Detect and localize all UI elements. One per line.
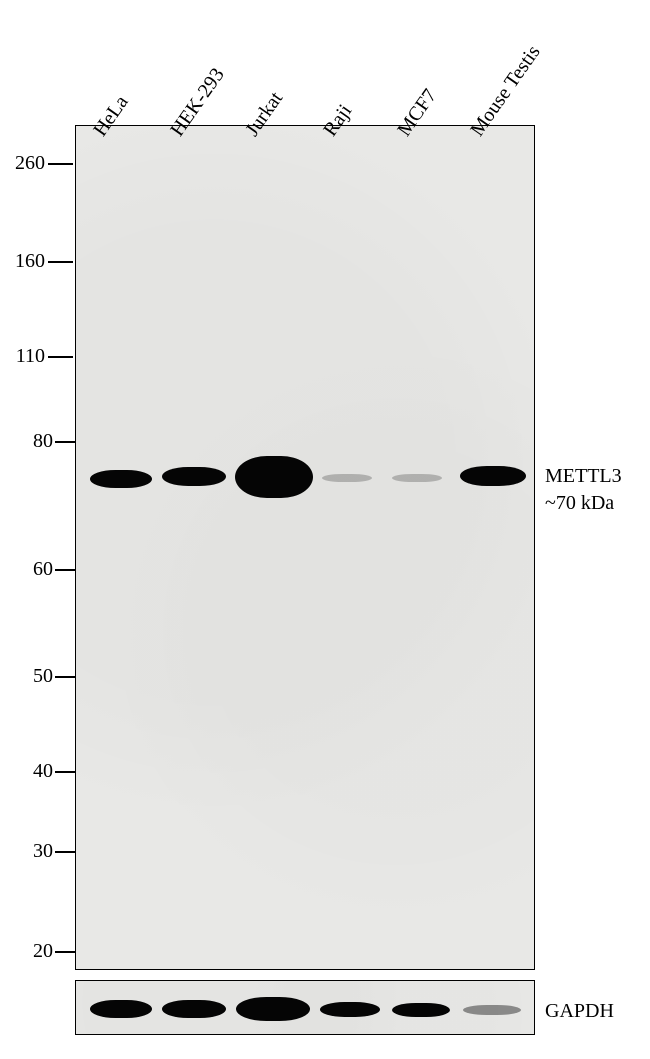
band-gapdh	[90, 1000, 152, 1018]
mw-tick	[55, 951, 75, 953]
mw-tick	[55, 676, 75, 678]
band-mettl3	[235, 456, 313, 498]
band-gapdh	[162, 1000, 226, 1018]
mw-label: 30	[18, 840, 53, 863]
band-gapdh	[236, 997, 310, 1021]
mw-label: 40	[18, 760, 53, 783]
mw-tick	[48, 163, 73, 165]
target-mw-label: ~70 kDa	[545, 492, 614, 515]
band-mettl3	[392, 474, 442, 482]
target-protein-label: METTL3	[545, 465, 622, 488]
mw-label: 20	[18, 940, 53, 963]
loading-control-label: GAPDH	[545, 1000, 614, 1023]
mw-tick	[55, 569, 75, 571]
mw-label: 50	[18, 665, 53, 688]
mw-tick	[55, 771, 75, 773]
mw-label: 80	[18, 430, 53, 453]
band-mettl3	[162, 467, 226, 486]
mw-tick	[48, 356, 73, 358]
mw-tick	[55, 441, 75, 443]
mw-label: 110	[10, 345, 45, 368]
band-mettl3	[460, 466, 526, 486]
band-mettl3	[322, 474, 372, 482]
band-mettl3	[90, 470, 152, 488]
mw-label: 160	[10, 250, 45, 273]
main-blot-area	[75, 125, 535, 970]
band-gapdh	[463, 1005, 521, 1015]
band-gapdh	[320, 1002, 380, 1017]
mw-tick	[48, 261, 73, 263]
mw-tick	[55, 851, 75, 853]
band-gapdh	[392, 1003, 450, 1017]
mw-label: 60	[18, 558, 53, 581]
mw-label: 260	[10, 152, 45, 175]
